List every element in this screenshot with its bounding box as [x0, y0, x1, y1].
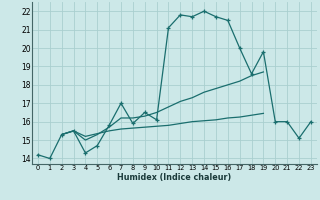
X-axis label: Humidex (Indice chaleur): Humidex (Indice chaleur)	[117, 172, 232, 182]
